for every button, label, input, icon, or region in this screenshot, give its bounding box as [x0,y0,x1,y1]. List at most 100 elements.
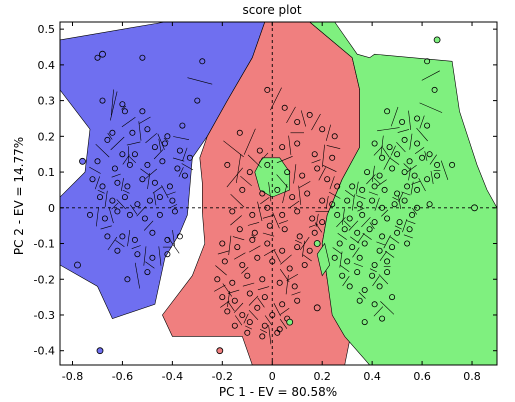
data-point-class_3 [426,151,433,158]
data-point-class_3 [371,140,378,147]
cell-edge [352,247,360,258]
cell-edge [241,266,249,274]
cell-edge [247,154,262,169]
cell-edge [145,168,157,179]
data-point-class_2 [214,276,221,283]
data-point-class_3 [384,269,391,276]
cell-edge [397,129,410,133]
data-point-class_3 [404,240,411,247]
cell-edge [285,274,289,295]
cell-edge [181,163,194,171]
cell-edge [389,236,400,244]
data-point-class_2 [281,104,288,111]
cell-edge [339,251,343,268]
cell-edge [126,141,141,146]
data-point-class_3 [414,186,421,193]
data-point-class_2 [286,265,293,272]
data-point-class_1 [104,233,111,240]
data-point-class_1 [174,165,181,172]
cell-edge [227,289,240,294]
data-point-class_2 [306,111,313,118]
cell-edge [268,182,272,202]
cell-edge [337,232,347,240]
data-point-class_2 [279,144,286,151]
region-class_3-4 [316,242,331,277]
data-point-class_3 [376,247,383,254]
cell-edge [230,193,245,208]
data-point-class_2 [294,244,301,251]
y-tick-label: 0.3 [38,95,56,108]
data-point-class_1 [139,176,146,183]
data-point-class_2 [239,311,246,318]
data-point-class_1 [149,229,156,236]
data-point-class_3 [369,272,376,279]
data-point-class_2 [299,172,306,179]
cell-edge [311,159,321,164]
zero-lines [60,22,497,365]
cell-edge [111,173,121,178]
x-tick-label: 0.6 [413,370,431,383]
data-point-class_1 [181,172,188,179]
cell-edge [383,156,391,170]
cell-edge [143,246,147,266]
cell-edge [131,245,141,249]
data-point-class_2 [219,240,226,247]
cell-edge [240,175,252,187]
data-point-class_2 [274,329,281,336]
cell-edge [373,145,384,156]
x-tick-label: 0.8 [463,370,481,383]
data-point-class_3 [424,58,431,65]
data-point-class_3 [401,197,408,204]
data-point-class_3 [361,286,368,293]
cell-edge [361,217,371,228]
cell-edge [227,290,230,307]
data-point-class_3 [406,158,413,165]
data-point-class_3 [381,186,388,193]
cell-edge [412,207,418,215]
cell-edge [390,145,396,156]
cell-edge [107,132,113,140]
outlier-point-class_1 [99,50,106,58]
data-point-class_2 [246,169,253,176]
cell-edge [157,133,165,150]
data-point-class_2 [239,186,246,193]
cell-edge [166,191,176,196]
cell-edge [401,191,411,196]
data-point-class_2 [259,333,266,340]
data-point-class_3 [344,258,351,265]
cell-edge [348,220,359,231]
cell-edge [95,143,110,158]
cell-edge [389,157,400,165]
y-axis: 0.5 0.4 0.3 0.2 0.1 0 -0.1 -0.2 -0.3 -0.4 [34,23,497,358]
data-point-class_2 [281,226,288,233]
cell-edge [322,144,325,168]
data-point-class_1 [109,129,116,136]
data-point-class_1 [156,211,163,218]
data-point-class_1 [139,108,146,115]
plot-frame [59,21,498,366]
cell-edge [300,110,306,127]
data-point-class_2 [256,147,263,154]
cell-edge [418,177,426,192]
data-point-class_3 [364,169,371,176]
data-point-class_1 [126,211,133,218]
cell-edge [259,329,268,333]
data-point-class_1 [199,58,206,65]
cell-edge [182,147,188,161]
cell-edge [100,225,112,230]
data-point-class_1 [144,126,151,133]
data-point-class_1 [126,161,133,168]
x-tick-label: 0.4 [363,370,381,383]
cell-edge [293,164,297,184]
plot-area [59,21,498,366]
data-point-class_2 [246,319,253,326]
cell-edge [326,145,341,149]
data-point-class_3 [359,211,366,218]
y-tick-label: -0.1 [34,238,55,251]
y-tick-label: -0.2 [34,273,55,286]
cell-edge [121,105,127,110]
data-point-class_2 [229,208,236,215]
cell-edge [127,230,131,247]
data-point-class_2 [309,215,316,222]
cell-edge [233,302,244,313]
